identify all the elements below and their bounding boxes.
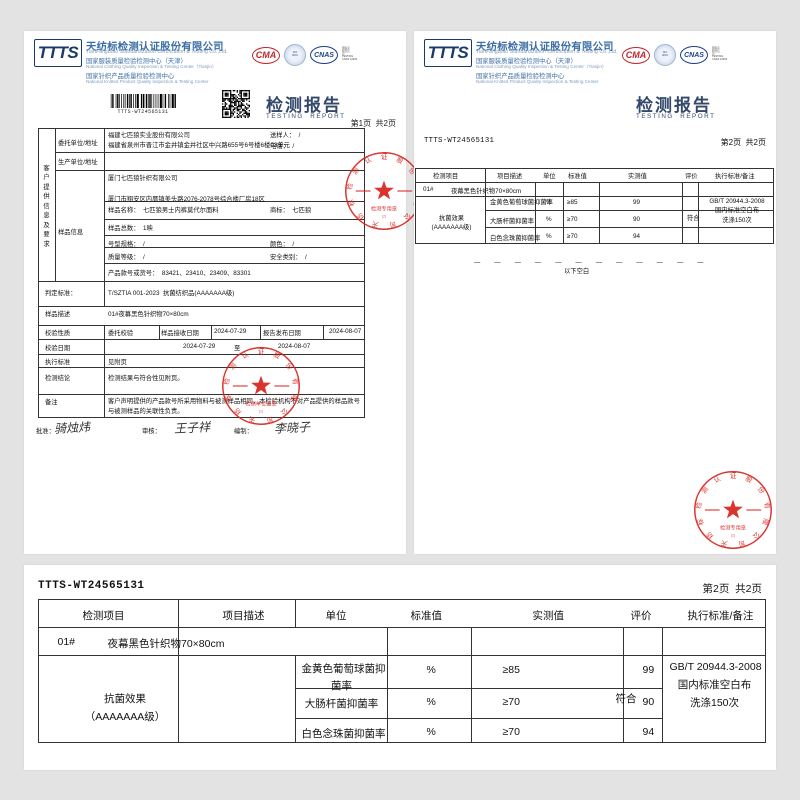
svg-text:股: 股 [395,156,405,166]
svg-text:测: 测 [228,361,239,371]
svg-text:股: 股 [272,351,282,361]
svg-text:司: 司 [266,414,274,423]
svg-text:(2): (2) [731,533,735,537]
svg-text:检测专用章: 检测专用章 [720,523,746,531]
svg-text:份: 份 [756,485,767,496]
svg-text:股: 股 [744,475,754,485]
svg-text:检测单位盖章: 检测单位盖章 [245,399,276,407]
svg-text:司: 司 [389,219,397,228]
svg-text:认: 认 [363,155,373,166]
svg-text:(2): (2) [382,214,386,218]
svg-text:测: 测 [351,166,362,176]
svg-text:纺: 纺 [355,211,366,222]
svg-text:份: 份 [284,361,295,372]
svg-text:测: 测 [700,485,711,495]
svg-text:证: 证 [381,153,388,161]
svg-text:纺: 纺 [704,530,715,541]
svg-text:纺: 纺 [232,406,243,417]
svg-text:(1): (1) [259,409,263,413]
svg-text:认: 认 [712,474,722,485]
svg-text:司: 司 [738,538,746,547]
svg-text:证: 证 [730,472,737,480]
svg-text:认: 认 [240,350,250,361]
svg-text:检测专用章: 检测专用章 [371,204,397,212]
svg-text:证: 证 [258,348,265,356]
